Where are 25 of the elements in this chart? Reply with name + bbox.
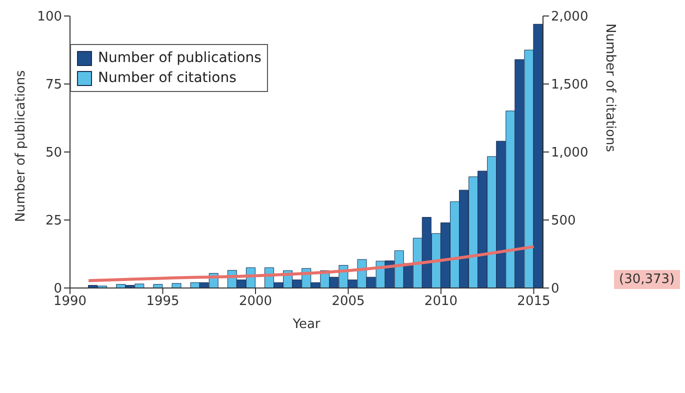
x-tick-label: 1990	[53, 294, 87, 310]
x-tick-label: 2010	[424, 294, 458, 310]
y2-tick-label: 0	[551, 282, 560, 297]
y2-tick-label: 2,000	[551, 10, 588, 25]
y2-tick-label: 1,000	[551, 146, 588, 161]
y2-tick-label: 1,500	[551, 78, 588, 93]
bar	[172, 283, 182, 288]
y-tick-label: 25	[45, 214, 62, 229]
y-axis-title: Number of publications	[14, 70, 29, 222]
x-tick-label: 2005	[332, 294, 365, 310]
x-tick-label: 2015	[517, 294, 550, 310]
legend-label: Number of publications	[98, 49, 262, 68]
bar	[153, 284, 163, 288]
text: (30,373)	[614, 270, 680, 289]
y2-axis-title: Number of citations	[602, 23, 618, 152]
y-tick-label: 75	[45, 78, 62, 93]
y2-tick-label: 500	[551, 214, 576, 229]
line-series	[87, 245, 536, 282]
legend-label: Number of citations	[98, 69, 236, 88]
y-tick-label: 0	[54, 282, 62, 297]
y-tick-label: 50	[45, 146, 62, 161]
x-tick-label: 2000	[238, 294, 272, 310]
x-tick-label: 1995	[146, 294, 180, 310]
y-tick-label: 100	[37, 10, 62, 25]
x-axis-title: Year	[292, 317, 321, 332]
